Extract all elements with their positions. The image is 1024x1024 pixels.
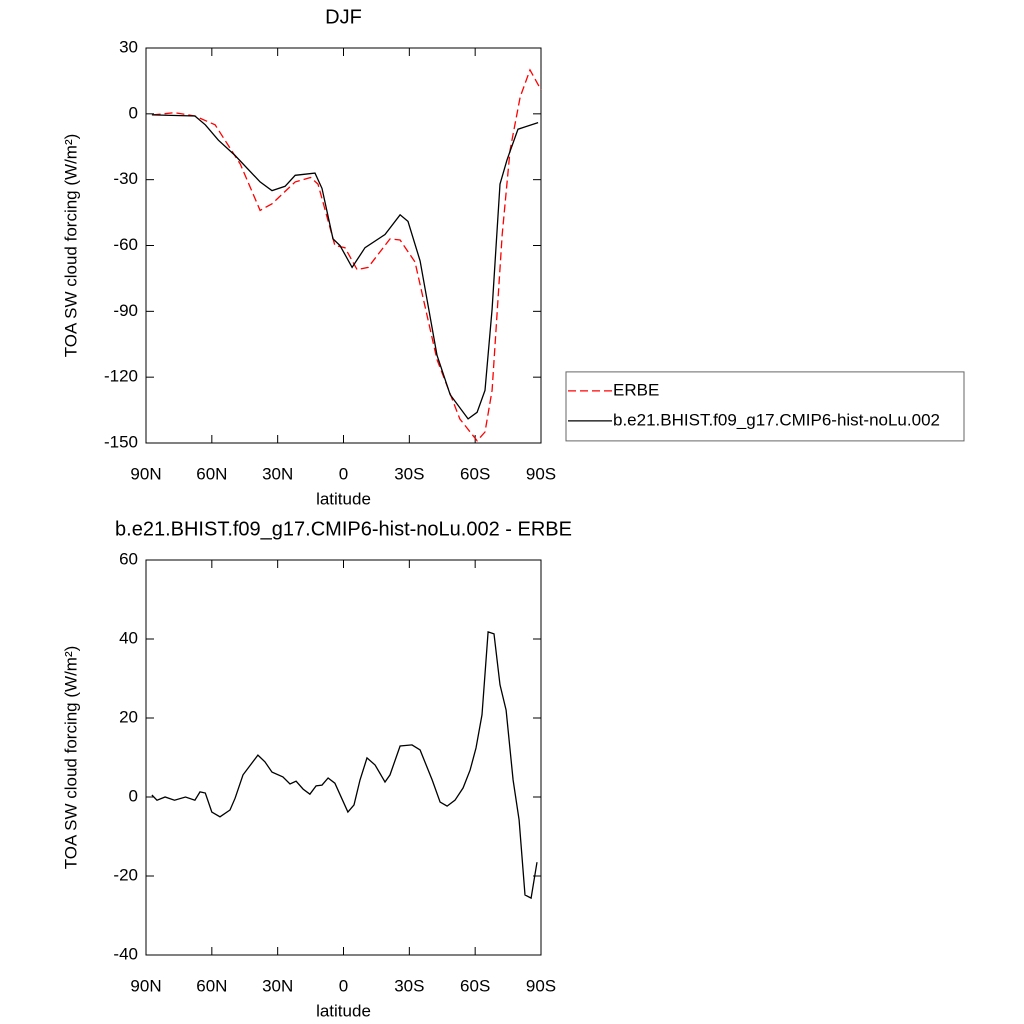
legend-box (565, 371, 965, 442)
chart-title: b.e21.BHIST.f09_g17.CMIP6-hist-noLu.002 … (115, 518, 572, 540)
y-tick-label: 0 (129, 786, 138, 805)
legend-label: ERBE (613, 380, 659, 399)
x-tick-label: 90N (130, 976, 161, 995)
x-tick-label: 30N (262, 464, 293, 483)
y-tick-label: -150 (104, 432, 138, 451)
series-line (151, 631, 538, 900)
x-tick-label: 60S (460, 976, 490, 995)
y-tick-label: -60 (113, 235, 138, 254)
y-tick-label: 60 (119, 549, 138, 568)
x-tick-label: 90S (526, 464, 556, 483)
series-line (152, 68, 542, 442)
x-tick-label: 0 (339, 976, 348, 995)
x-tick-label: 30N (262, 976, 293, 995)
y-tick-label: -120 (104, 367, 138, 386)
y-tick-label: -40 (113, 944, 138, 963)
x-tick-label: 60N (196, 464, 227, 483)
x-tick-label: 60S (460, 464, 490, 483)
x-tick-label: 30S (394, 464, 424, 483)
y-tick-label: -90 (113, 301, 138, 320)
x-tick-label: 0 (339, 464, 348, 483)
x-tick-label: 90N (130, 464, 161, 483)
y-axis-label: TOA SW cloud forcing (W/m²) (61, 646, 80, 870)
series-line (151, 114, 539, 420)
y-tick-label: 20 (119, 707, 138, 726)
x-axis-label: latitude (316, 1001, 371, 1020)
legend-label: b.e21.BHIST.f09_g17.CMIP6-hist-noLu.002 (613, 410, 940, 429)
y-tick-label: 30 (119, 37, 138, 56)
plot-frame (145, 47, 542, 444)
y-tick-label: 0 (129, 103, 138, 122)
x-tick-label: 60N (196, 976, 227, 995)
y-tick-label: -30 (113, 169, 138, 188)
x-tick-label: 30S (394, 976, 424, 995)
y-tick-label: -20 (113, 865, 138, 884)
x-tick-label: 90S (526, 976, 556, 995)
y-axis-label: TOA SW cloud forcing (W/m²) (61, 134, 80, 358)
plot-frame (145, 559, 542, 956)
chart-title: DJF (325, 6, 362, 28)
x-axis-label: latitude (316, 489, 371, 508)
y-tick-label: 40 (119, 628, 138, 647)
